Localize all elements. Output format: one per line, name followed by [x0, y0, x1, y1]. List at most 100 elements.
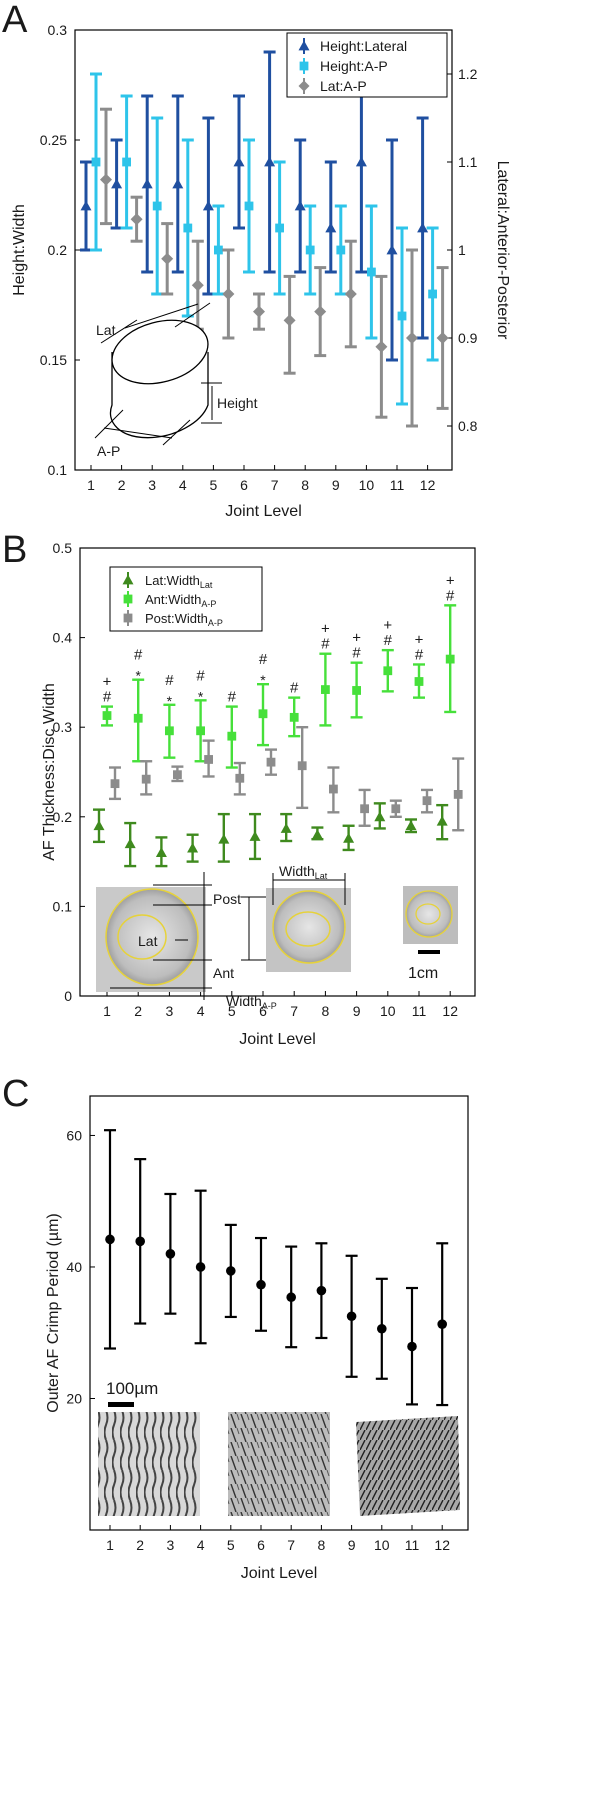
- data-point: [343, 832, 355, 843]
- significance-mark: +: [352, 630, 361, 647]
- inset-label-width-ap: WidthA-P: [226, 993, 277, 1011]
- data-point: [122, 157, 131, 167]
- data-point: [141, 774, 151, 784]
- y2-tick-label: 1.1: [458, 154, 478, 170]
- data-point: [407, 1341, 417, 1352]
- data-point: [297, 761, 307, 771]
- data-point: [183, 223, 193, 233]
- plot-frame: [79, 547, 476, 997]
- legend-box: [109, 566, 263, 632]
- x-axis-label: Joint Level: [225, 503, 302, 520]
- data-point: [445, 654, 455, 664]
- y2-tick-label: 0.8: [458, 418, 478, 434]
- x-axis-label: Joint Level: [241, 1565, 318, 1582]
- significance-mark: #: [134, 647, 143, 664]
- data-point: [135, 1236, 145, 1247]
- disc-outline: [272, 890, 346, 964]
- data-point: [325, 222, 337, 233]
- x-tick-label: 8: [322, 1003, 330, 1019]
- cylinder-top: [111, 319, 209, 385]
- significance-mark: #: [103, 689, 112, 706]
- data-point: [80, 200, 92, 211]
- data-point: [253, 305, 265, 318]
- data-point: [405, 820, 417, 831]
- data-point: [235, 773, 245, 783]
- micrograph-1: [98, 1412, 200, 1516]
- y-axis-label: Height:Width: [11, 204, 28, 296]
- significance-mark: #: [165, 672, 174, 689]
- inset-label: Ant: [213, 965, 234, 981]
- data-point: [105, 1234, 115, 1245]
- data-point: [102, 711, 112, 720]
- data-point: [311, 829, 323, 840]
- x-tick-label: 7: [271, 477, 279, 493]
- y-axis-label: Outer AF Crimp Period (µm): [45, 1213, 62, 1412]
- data-point: [275, 223, 284, 233]
- x-tick-label: 5: [228, 1003, 236, 1019]
- legend: Height:Lateral Height:A-P Lat:A-P: [286, 32, 448, 98]
- y-tick-label: 0.3: [48, 22, 68, 38]
- significance-mark: +: [446, 572, 455, 589]
- data-point: [249, 831, 261, 841]
- data-point: [191, 279, 204, 292]
- data-point: [214, 245, 223, 255]
- y-tick-label: 40: [66, 1259, 82, 1275]
- data-point: [124, 838, 136, 849]
- legend-label-sub: Lat: [200, 580, 213, 590]
- x-tick-label: 12: [434, 1537, 450, 1553]
- data-point: [374, 811, 386, 822]
- x-tick-label: 10: [359, 477, 375, 493]
- data-point: [314, 305, 327, 318]
- data-point: [187, 842, 199, 853]
- x-tick-label: 2: [136, 1537, 144, 1553]
- legend-label: Lat:A-P: [320, 78, 367, 94]
- x-tick-label: 11: [412, 1003, 427, 1019]
- significance-mark: +: [383, 617, 392, 634]
- data-point: [155, 847, 167, 858]
- significance-mark: +: [321, 621, 330, 638]
- data-point: [355, 156, 367, 167]
- data-point: [141, 178, 153, 189]
- x-tick-label: 5: [210, 477, 218, 493]
- data-point: [133, 713, 143, 723]
- x-tick-label: 7: [287, 1537, 295, 1553]
- lat-dim: [124, 303, 199, 329]
- inset-label: Post: [213, 891, 241, 907]
- ap-ext: [162, 419, 191, 446]
- data-point: [173, 770, 182, 780]
- y-tick-label: 60: [66, 1127, 82, 1143]
- x-tick-label: 12: [442, 1003, 458, 1019]
- data-point: [195, 1262, 206, 1272]
- data-point: [367, 267, 376, 277]
- x-tick-label: 8: [318, 1537, 326, 1553]
- inset-label-sub: Lat: [315, 871, 328, 881]
- scale-bar-label: 1cm: [408, 965, 438, 982]
- data-point: [386, 244, 398, 255]
- significance-mark: *: [167, 693, 173, 709]
- lat-ext: [174, 302, 211, 328]
- data-point: [283, 314, 296, 327]
- inset-label-main: Width: [226, 993, 262, 1009]
- data-point: [172, 178, 184, 189]
- data-point: [91, 157, 101, 167]
- y-tick-label: 0.5: [53, 540, 73, 556]
- data-point: [305, 245, 315, 255]
- y-tick-label: 0.2: [53, 809, 73, 825]
- micrograph-3: [356, 1416, 460, 1516]
- data-point: [294, 200, 306, 211]
- data-point: [414, 677, 424, 686]
- inset-label-main: Width: [279, 863, 315, 879]
- x-tick-label: 3: [148, 477, 156, 493]
- significance-mark: #: [415, 646, 424, 663]
- x-tick-label: 3: [167, 1537, 175, 1553]
- ap-dim: [103, 427, 173, 439]
- y-tick-label: 0.2: [48, 242, 68, 258]
- y-tick-label: 0.1: [48, 462, 68, 478]
- x-tick-label: 6: [240, 477, 248, 493]
- x-tick-label: 11: [390, 477, 405, 493]
- data-point: [222, 288, 235, 300]
- x-tick-label: 4: [197, 1003, 205, 1019]
- legend-label: Height:A-P: [320, 58, 388, 74]
